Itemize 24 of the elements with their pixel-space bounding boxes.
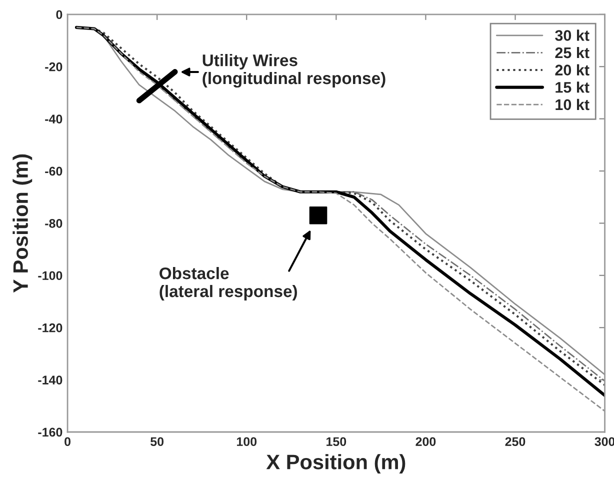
x-tick-label: 200 [416,437,436,446]
y-tick-label: -20 [45,62,62,72]
y-tick-label: -120 [38,323,62,332]
y-tick-label: -100 [38,271,62,280]
y-tick-label: -60 [45,166,62,176]
y-tick-label: -160 [38,428,62,437]
legend-label: 30 kt [555,30,590,41]
x-tick-label: 50 [150,437,164,446]
y-axis-title: Y Position (m) [12,154,32,293]
x-axis-title: X Position (m) [266,454,406,474]
legend-label: 10 kt [556,98,590,110]
y-tick-label: 0 [56,10,62,20]
annotation: Obstacle (lateral response) [160,267,297,300]
annotation: Utility Wires (longitudinal response) [202,54,386,88]
y-tick-label: -80 [45,219,62,228]
y-tick-label: -140 [38,376,62,384]
x-tick-label: 100 [236,437,257,446]
x-tick-label: 0 [64,437,71,446]
legend-label: 15 kt [556,82,590,93]
legend-label: 25 kt [555,46,590,58]
legend-label: 20 kt [555,64,590,76]
x-tick-label: 250 [505,437,526,446]
x-tick-label: 150 [326,437,346,446]
y-tick-label: -40 [45,114,62,124]
